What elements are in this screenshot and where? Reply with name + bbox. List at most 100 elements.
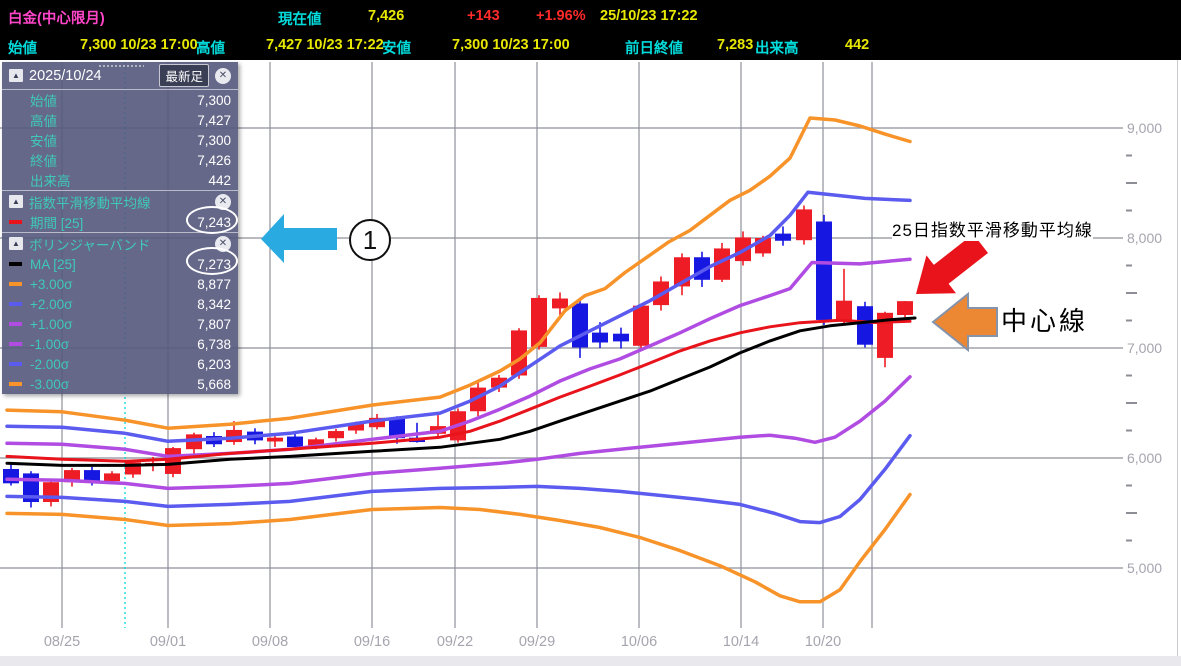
volume-label: 出来高 [755, 41, 799, 57]
price-change-percent: +1.96% [536, 8, 586, 24]
open-value: 7,300 10/23 17:00 [80, 37, 198, 53]
close-icon[interactable]: ✕ [215, 67, 231, 84]
high-row-label: 高値 [30, 114, 57, 129]
bb-p1-value: 7,807 [197, 316, 231, 332]
svg-text:08/25: 08/25 [44, 634, 80, 650]
bb-row-p1: +1.00σ 7,807 [2, 314, 238, 334]
low-row-value: 7,300 [197, 132, 231, 148]
collapse-icon[interactable]: ▲ [9, 195, 23, 208]
high-value: 7,427 10/23 17:22 [266, 37, 384, 53]
ema-line-swatch [9, 220, 22, 224]
bb-m2-value: 6,203 [197, 356, 231, 372]
ema-section-header: ▲ 指数平滑移動平均線 ✕ [2, 190, 238, 212]
axis-labels: 9,000 8,000 7,000 6,000 5,000 08/25 09/01 09/08… [44, 120, 1162, 650]
close-row-value: 7,426 [197, 152, 231, 168]
bb-m1-value: 6,738 [197, 336, 231, 352]
svg-text:09/01: 09/01 [150, 634, 186, 650]
bb-ma-swatch [9, 262, 22, 266]
prev-close-value: 7,283 [717, 37, 754, 53]
bb-row-p3: +3.00σ 8,877 [2, 274, 238, 294]
band-EMA25 [5, 318, 912, 463]
low-label: 安値 [382, 41, 411, 57]
bb-m1-swatch [9, 342, 22, 346]
quote-header: 白金(中心限月) 現在値 7,426 +143 +1.96% 25/10/23 … [0, 0, 1181, 60]
ema-section-title: 指数平滑移動平均線 [29, 195, 151, 211]
bb-p2-value: 8,342 [197, 296, 231, 312]
band--3.00σ [5, 492, 912, 604]
svg-text:10/20: 10/20 [805, 634, 841, 650]
open-label: 始値 [8, 41, 37, 57]
svg-text:09/22: 09/22 [437, 634, 473, 650]
panel-row-open: 始値 7,300 [2, 90, 238, 110]
panel-header-row: ▲ 2025/10/24 最新足 ✕ [2, 62, 238, 90]
bb-p2-swatch [9, 302, 22, 306]
latest-bar-button[interactable]: 最新足 [159, 64, 209, 87]
bb-ma-value-highlight-ellipse [186, 247, 238, 275]
bb-m3-value: 5,668 [197, 376, 231, 392]
svg-text:10/14: 10/14 [723, 634, 759, 650]
panel-drag-handle[interactable] [98, 64, 144, 68]
svg-text:7,000: 7,000 [1127, 340, 1162, 356]
bb-p2-label: +2.00σ [30, 296, 73, 312]
bb-row-m2: -2.00σ 6,203 [2, 354, 238, 374]
bb-m3-swatch [9, 382, 22, 386]
annotation-circle-1: 1 [349, 219, 391, 261]
ema-annotation-label: 25日指数平滑移動平均線 [892, 216, 1093, 241]
volume-row-value: 442 [208, 172, 231, 188]
band--1.00σ [5, 375, 912, 491]
panel-row-close: 終値 7,426 [2, 150, 238, 170]
svg-text:5,000: 5,000 [1127, 560, 1162, 576]
bb-m2-swatch [9, 362, 22, 366]
collapse-icon[interactable]: ▲ [9, 237, 23, 250]
svg-text:8,000: 8,000 [1127, 230, 1162, 246]
band-+3.00σ [5, 116, 912, 430]
ema-period-label: 期間 [25] [30, 216, 84, 231]
band-MA25 [5, 316, 917, 467]
instrument-title: 白金(中心限月) [8, 11, 105, 27]
panel-row-high: 高値 7,427 [2, 110, 238, 130]
current-price-value: 7,426 [368, 8, 405, 24]
low-row-label: 安値 [30, 134, 57, 149]
collapse-icon[interactable]: ▲ [9, 69, 23, 82]
bb-p1-swatch [9, 322, 22, 326]
bb-m1-label: -1.00σ [30, 336, 70, 352]
band-+2.00σ [5, 190, 912, 444]
high-row-value: 7,427 [197, 112, 231, 128]
center-line-annotation-label: 中心線 [1001, 301, 1089, 338]
chart-right-border [1177, 60, 1178, 656]
ema-value-highlight-ellipse [186, 206, 238, 234]
svg-text:09/16: 09/16 [354, 634, 390, 650]
panel-date: 2025/10/24 [29, 67, 102, 84]
bb-row-m3: -3.00σ 5,668 [2, 374, 238, 394]
bb-row-p2: +2.00σ 8,342 [2, 294, 238, 314]
bb-p3-label: +3.00σ [30, 276, 73, 292]
svg-text:09/08: 09/08 [252, 634, 288, 650]
svg-text:09/29: 09/29 [519, 634, 555, 650]
svg-text:6,000: 6,000 [1127, 450, 1162, 466]
price-change: +143 [467, 8, 500, 24]
volume-value: 442 [845, 37, 870, 53]
low-value: 7,300 10/23 17:00 [452, 37, 570, 53]
open-row-value: 7,300 [197, 92, 231, 108]
band--2.00σ [5, 433, 912, 525]
bb-p1-label: +1.00σ [30, 316, 73, 332]
bb-p3-swatch [9, 282, 22, 286]
bb-section-header: ▲ ボリンジャーバンド ✕ [2, 232, 238, 254]
quote-timestamp: 25/10/23 17:22 [600, 8, 698, 24]
panel-row-low: 安値 7,300 [2, 130, 238, 150]
bb-m2-label: -2.00σ [30, 356, 70, 372]
high-label: 高値 [196, 41, 225, 57]
panel-row-volume: 出来高 442 [2, 170, 238, 190]
bb-row-m1: -1.00σ 6,738 [2, 334, 238, 354]
svg-text:10/06: 10/06 [621, 634, 657, 650]
volume-row-label: 出来高 [30, 174, 71, 189]
bb-ma-label: MA [25] [30, 256, 76, 272]
bb-section-title: ボリンジャーバンド [29, 237, 151, 253]
close-row-label: 終値 [30, 154, 57, 169]
bottom-scroll-strip[interactable] [0, 656, 1181, 666]
current-price-label: 現在値 [278, 12, 322, 28]
prev-close-label: 前日終値 [625, 41, 683, 57]
bb-m3-label: -3.00σ [30, 376, 70, 392]
svg-text:9,000: 9,000 [1127, 120, 1162, 136]
close-icon[interactable]: ✕ [215, 193, 231, 210]
